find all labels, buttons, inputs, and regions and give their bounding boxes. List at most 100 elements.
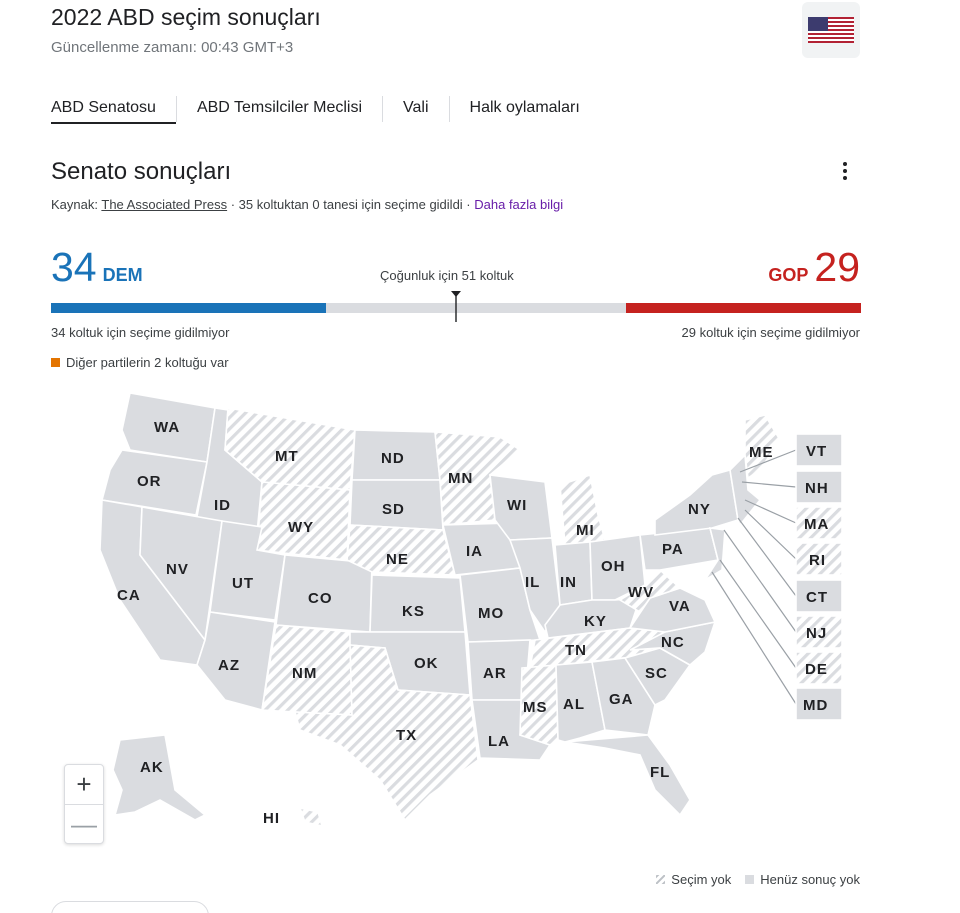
source-link[interactable]: The Associated Press bbox=[101, 197, 228, 212]
gop-tally: GOP 29 bbox=[768, 244, 860, 291]
state-hi[interactable] bbox=[298, 806, 324, 828]
label-ak: AK bbox=[140, 759, 164, 776]
tab-governor[interactable]: Vali bbox=[382, 96, 449, 122]
source-detail: · 35 koltuktan 0 tanesi için seçime gidi… bbox=[230, 197, 471, 212]
label-al: AL bbox=[563, 696, 585, 713]
map-legend: Seçim yok Henüz sonuç yok bbox=[642, 872, 860, 887]
flag-button[interactable] bbox=[802, 2, 860, 58]
legend-no-election: Seçim yok bbox=[656, 872, 731, 887]
label-ms: MS bbox=[523, 699, 548, 716]
label-ri: RI bbox=[809, 552, 826, 569]
zoom-out-button[interactable]: — bbox=[65, 804, 103, 843]
label-md: MD bbox=[803, 697, 828, 714]
callout-vt[interactable]: VT bbox=[795, 433, 843, 467]
callout-ma[interactable]: MA bbox=[795, 506, 843, 540]
callout-nj[interactable]: NJ bbox=[795, 615, 843, 649]
label-la: LA bbox=[488, 733, 510, 750]
label-hi: HI bbox=[263, 810, 280, 827]
state-ms[interactable] bbox=[519, 664, 559, 746]
state-ak[interactable] bbox=[112, 734, 207, 821]
label-nd: ND bbox=[381, 450, 405, 467]
election-tabs: ABD Senatosu ABD Temsilciler Meclisi Val… bbox=[51, 96, 600, 124]
state-mo[interactable] bbox=[459, 567, 542, 643]
majority-label: Çoğunluk için 51 koltuk bbox=[380, 268, 514, 283]
label-wv: WV bbox=[628, 584, 654, 601]
label-vt: VT bbox=[806, 443, 827, 460]
bottom-pill-button[interactable] bbox=[51, 901, 209, 913]
label-nj: NJ bbox=[806, 625, 827, 642]
dem-count: 34 bbox=[51, 244, 97, 290]
label-in: IN bbox=[560, 574, 577, 591]
callout-ri[interactable]: RI bbox=[795, 542, 843, 576]
callout-md[interactable]: MD bbox=[795, 687, 843, 721]
label-wi: WI bbox=[507, 497, 527, 514]
label-ky: KY bbox=[584, 613, 607, 630]
label-ar: AR bbox=[483, 665, 507, 682]
zoom-controls: + — bbox=[64, 764, 104, 844]
label-wy: WY bbox=[288, 519, 314, 536]
label-ks: KS bbox=[402, 603, 425, 620]
section-title: Senato sonuçları bbox=[51, 158, 232, 185]
state-ne[interactable] bbox=[346, 524, 457, 576]
tab-house[interactable]: ABD Temsilciler Meclisi bbox=[175, 96, 382, 122]
dem-tally: 34 DEM bbox=[51, 244, 143, 291]
source-line: Kaynak: The Associated Press · 35 koltuk… bbox=[51, 197, 563, 212]
label-mi: MI bbox=[576, 522, 595, 539]
other-party-swatch bbox=[51, 358, 60, 367]
legend-no-result-label: Henüz sonuç yok bbox=[760, 872, 860, 887]
label-sc: SC bbox=[645, 665, 668, 682]
gop-not-up-note: 29 koltuk için seçime gidilmiyor bbox=[681, 325, 860, 340]
updated-time: Güncellenme zamanı: 00:43 GMT+3 bbox=[51, 39, 294, 56]
label-id: ID bbox=[214, 497, 231, 514]
label-tn: TN bbox=[565, 642, 587, 659]
page-title: 2022 ABD seçim sonuçları bbox=[51, 4, 321, 30]
label-sd: SD bbox=[382, 501, 405, 518]
state-az[interactable] bbox=[196, 611, 276, 712]
state-me[interactable] bbox=[744, 414, 781, 480]
hatch-swatch-icon bbox=[656, 875, 666, 884]
us-flag-icon bbox=[808, 17, 854, 43]
state-mi[interactable] bbox=[559, 473, 607, 546]
label-me: ME bbox=[749, 444, 774, 461]
label-ca: CA bbox=[117, 587, 141, 604]
zoom-in-button[interactable]: + bbox=[76, 769, 92, 799]
senate-map[interactable]: WA OR CA ID NV MT WY UT AZ CO NM ND SD N… bbox=[0, 380, 960, 850]
state-fl[interactable] bbox=[564, 734, 691, 817]
gop-bar bbox=[626, 303, 861, 313]
state-il[interactable] bbox=[508, 537, 561, 634]
legend-no-result: Henüz sonuç yok bbox=[745, 872, 860, 887]
state-tx[interactable] bbox=[293, 644, 479, 822]
callout-de[interactable]: DE bbox=[795, 651, 843, 685]
dem-label: DEM bbox=[102, 265, 143, 285]
gop-label: GOP bbox=[768, 265, 809, 285]
label-ct: CT bbox=[806, 589, 828, 606]
gray-swatch-icon bbox=[745, 875, 755, 884]
legend-no-election-label: Seçim yok bbox=[671, 872, 732, 887]
label-fl: FL bbox=[650, 764, 670, 781]
label-nh: NH bbox=[805, 480, 829, 497]
label-ga: GA bbox=[609, 691, 634, 708]
callout-nh[interactable]: NH bbox=[795, 470, 843, 504]
label-mt: MT bbox=[275, 448, 299, 465]
dem-not-up-note: 34 koltuk için seçime gidilmiyor bbox=[51, 325, 230, 340]
label-nc: NC bbox=[661, 634, 685, 651]
tab-senate[interactable]: ABD Senatosu bbox=[51, 96, 176, 124]
state-wv[interactable] bbox=[618, 568, 682, 614]
state-sc[interactable] bbox=[623, 647, 692, 707]
label-ia: IA bbox=[466, 543, 483, 560]
more-options-icon[interactable] bbox=[836, 160, 854, 182]
label-az: AZ bbox=[218, 657, 240, 674]
gop-count: 29 bbox=[814, 244, 860, 290]
label-de: DE bbox=[805, 661, 828, 678]
state-oh[interactable] bbox=[589, 534, 646, 601]
label-nv: NV bbox=[166, 561, 189, 578]
callout-ct[interactable]: CT bbox=[795, 579, 843, 613]
source-prefix: Kaynak: bbox=[51, 197, 98, 212]
callout-lines bbox=[711, 449, 797, 705]
label-tx: TX bbox=[396, 727, 417, 744]
more-info-link[interactable]: Daha fazla bilgi bbox=[474, 197, 564, 212]
tab-ballot-measures[interactable]: Halk oylamaları bbox=[448, 96, 600, 122]
label-co: CO bbox=[308, 590, 333, 607]
state-ga[interactable] bbox=[591, 657, 656, 736]
dem-bar bbox=[51, 303, 327, 313]
